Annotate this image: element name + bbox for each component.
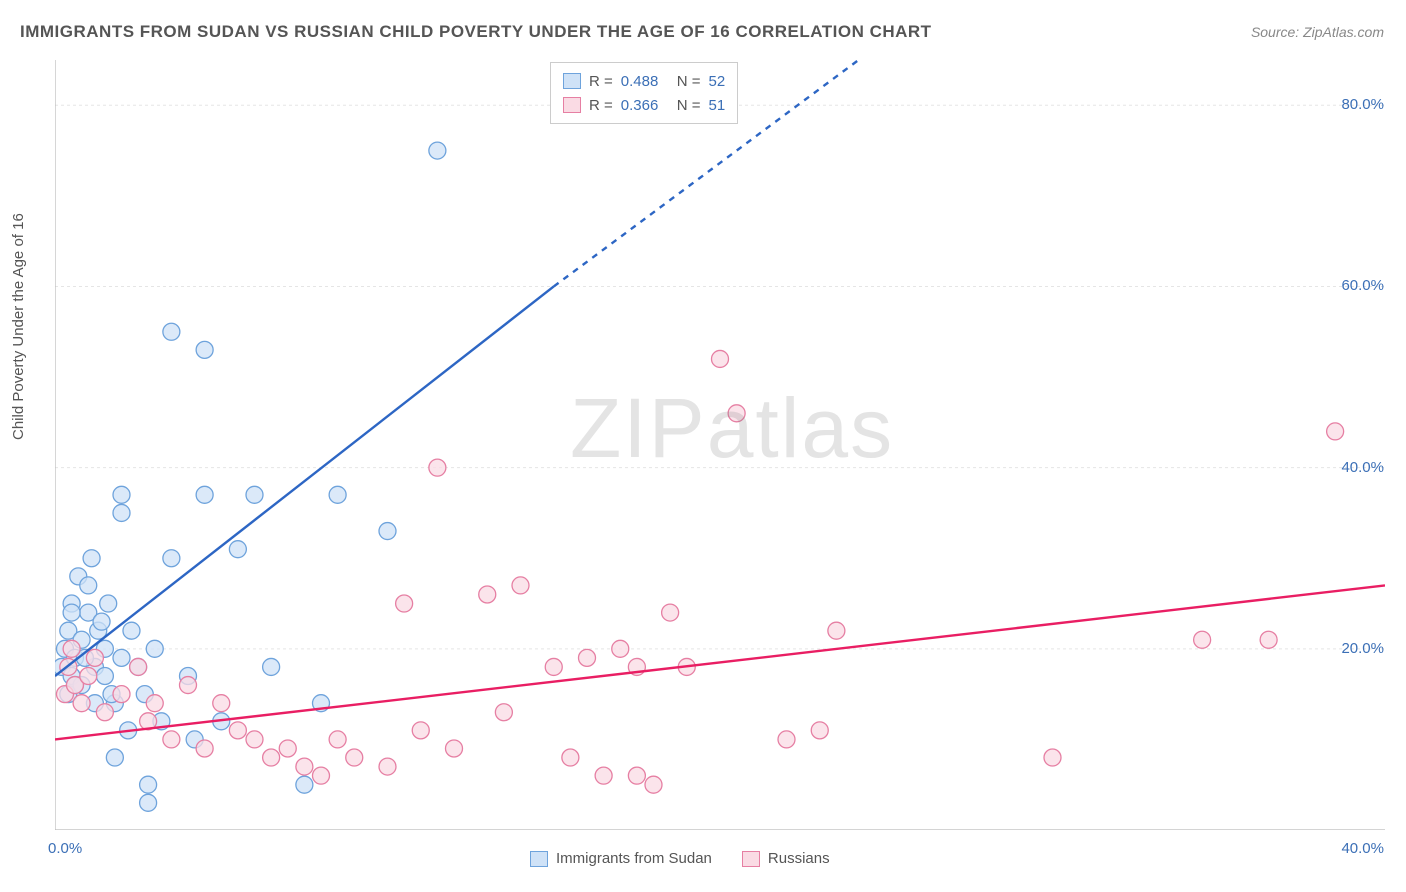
n-value: 52	[709, 73, 726, 90]
x-tick-label: 0.0%	[48, 840, 82, 857]
scatter-chart	[55, 60, 1385, 830]
legend-swatch	[742, 851, 760, 867]
legend-item: Russians	[742, 850, 830, 867]
legend-row: R = 0.366 N = 51	[563, 93, 725, 117]
correlation-legend: R = 0.488 N = 52 R = 0.366 N = 51	[550, 62, 738, 124]
y-tick-label: 60.0%	[1341, 277, 1384, 294]
r-label: R =	[589, 97, 613, 114]
y-axis-label: Child Poverty Under the Age of 16	[10, 213, 27, 440]
series-legend: Immigrants from Sudan Russians	[530, 850, 830, 867]
legend-swatch	[563, 97, 581, 113]
y-tick-label: 80.0%	[1341, 96, 1384, 113]
legend-swatch	[563, 73, 581, 89]
n-label: N =	[677, 73, 701, 90]
y-tick-label: 20.0%	[1341, 640, 1384, 657]
chart-title: IMMIGRANTS FROM SUDAN VS RUSSIAN CHILD P…	[20, 22, 932, 42]
legend-swatch	[530, 851, 548, 867]
legend-row: R = 0.488 N = 52	[563, 69, 725, 93]
x-tick-label: 40.0%	[1341, 840, 1384, 857]
legend-label: Immigrants from Sudan	[556, 850, 712, 867]
legend-label: Russians	[768, 850, 830, 867]
r-label: R =	[589, 73, 613, 90]
legend-item: Immigrants from Sudan	[530, 850, 712, 867]
source-attribution: Source: ZipAtlas.com	[1251, 24, 1384, 40]
r-value: 0.488	[621, 73, 669, 90]
n-value: 51	[709, 97, 726, 114]
r-value: 0.366	[621, 97, 669, 114]
y-tick-label: 40.0%	[1341, 459, 1384, 476]
n-label: N =	[677, 97, 701, 114]
